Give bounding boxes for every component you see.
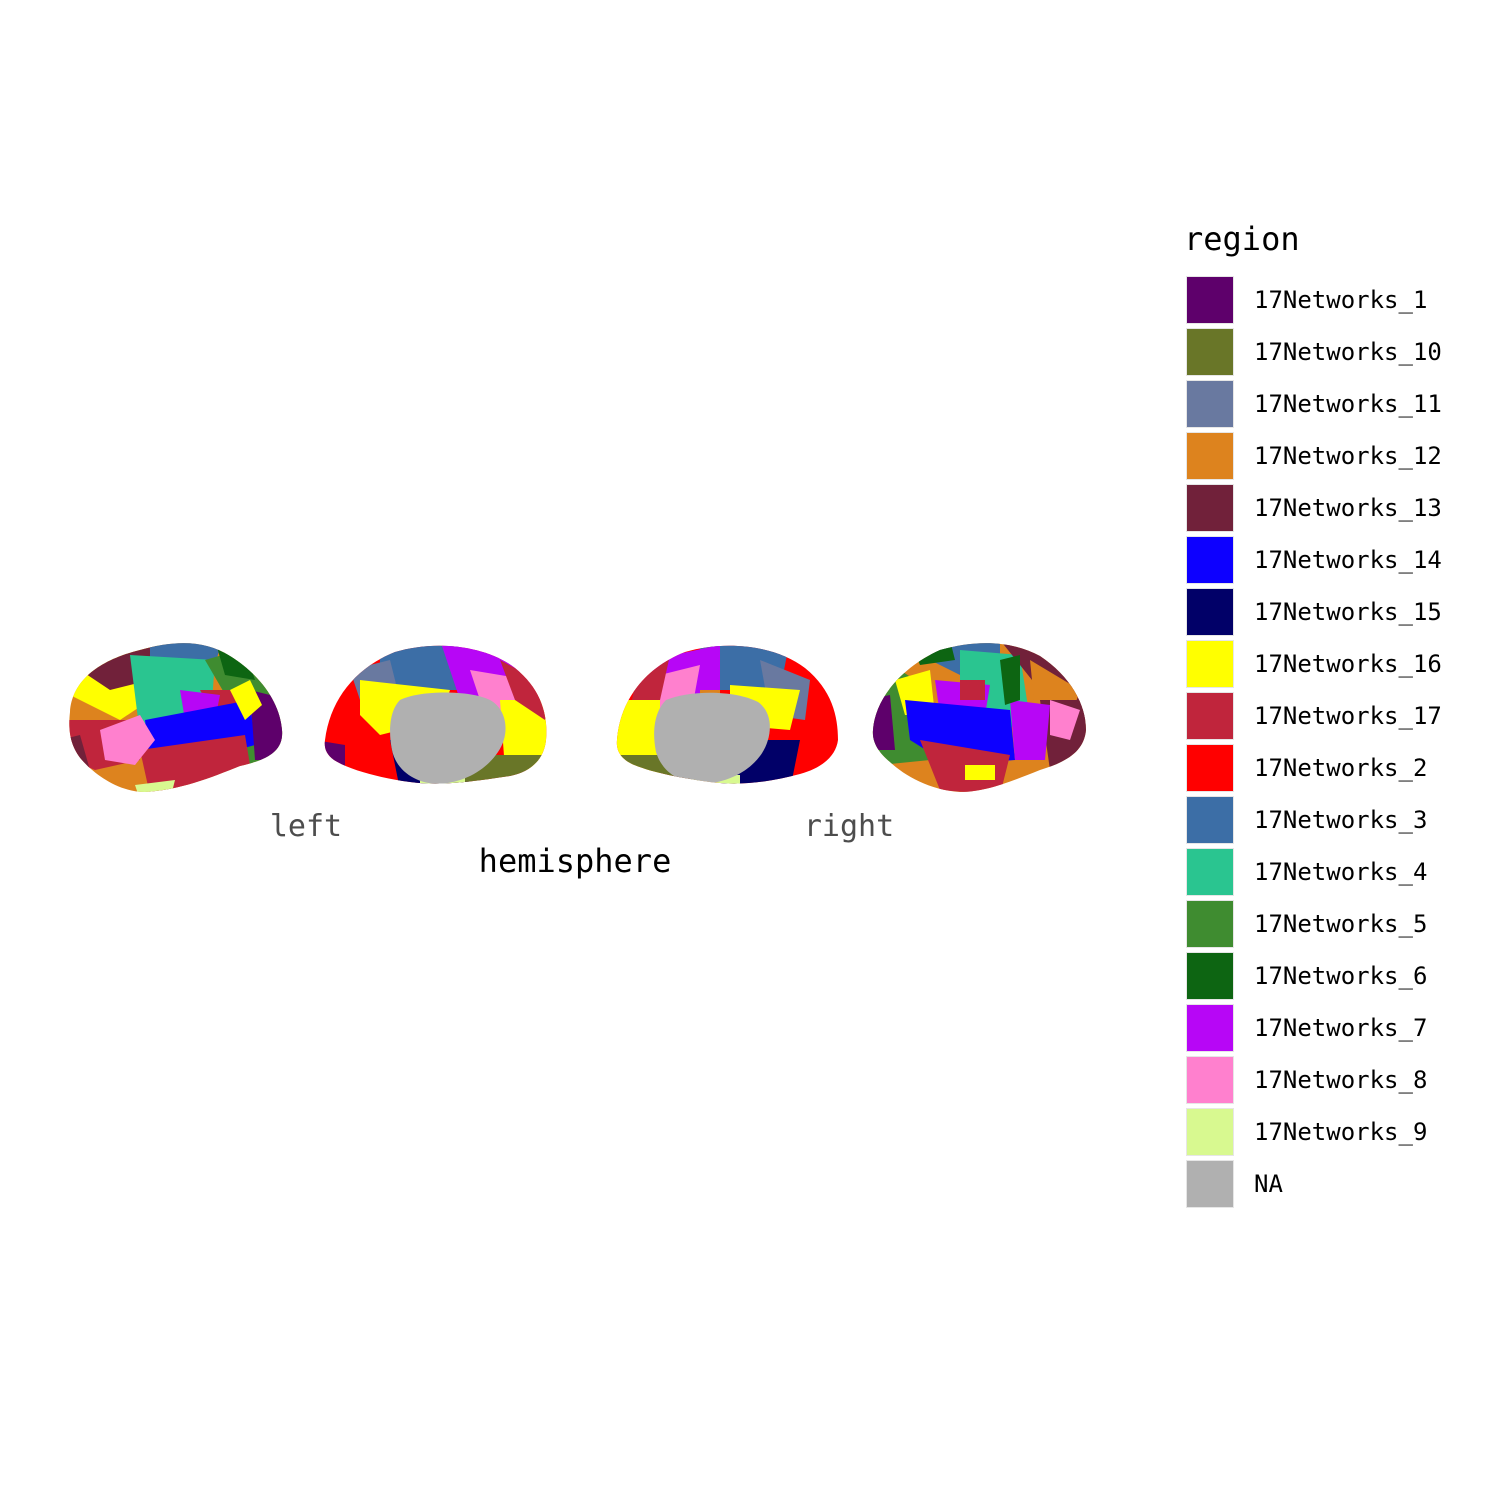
- legend-label: 17Networks_6: [1254, 962, 1428, 990]
- legend-title: region: [1184, 220, 1300, 258]
- legend-label: 17Networks_17: [1254, 702, 1442, 730]
- legend-label: 17Networks_8: [1254, 1066, 1428, 1094]
- legend-swatch: [1186, 1004, 1234, 1052]
- legend-swatch: [1186, 328, 1234, 376]
- legend-label: 17Networks_14: [1254, 546, 1442, 574]
- right-hemisphere-label: right: [804, 809, 894, 844]
- right-lateral-surface: [872, 643, 1086, 792]
- legend-item: 17Networks_6: [1184, 950, 1442, 1002]
- legend-label: 17Networks_5: [1254, 910, 1428, 938]
- legend-swatch: [1186, 1056, 1234, 1104]
- legend-swatch: [1186, 484, 1234, 532]
- legend-label: 17Networks_13: [1254, 494, 1442, 522]
- legend-item: 17Networks_1: [1184, 274, 1442, 326]
- legend-swatch: [1186, 900, 1234, 948]
- legend-item: 17Networks_5: [1184, 898, 1442, 950]
- legend-swatch: [1186, 380, 1234, 428]
- legend-label: 17Networks_4: [1254, 858, 1428, 886]
- legend-item: 17Networks_16: [1184, 638, 1442, 690]
- left-hemisphere-label: left: [270, 809, 342, 844]
- region-legend: region 17Networks_1 17Networks_10 17Networ…: [1184, 222, 1442, 1210]
- hemisphere-axis-title: hemisphere: [479, 842, 672, 880]
- legend-swatch: [1186, 692, 1234, 740]
- legend-swatch: [1186, 796, 1234, 844]
- legend-label: 17Networks_3: [1254, 806, 1428, 834]
- legend-swatch: [1186, 848, 1234, 896]
- legend-label: 17Networks_10: [1254, 338, 1442, 366]
- legend-item: 17Networks_11: [1184, 378, 1442, 430]
- legend-item: 17Networks_12: [1184, 430, 1442, 482]
- legend-swatch: [1186, 432, 1234, 480]
- legend-swatch: [1186, 1108, 1234, 1156]
- legend-label: 17Networks_15: [1254, 598, 1442, 626]
- legend-swatch: [1186, 952, 1234, 1000]
- legend-swatch: [1186, 588, 1234, 636]
- legend-item: 17Networks_13: [1184, 482, 1442, 534]
- legend-item: 17Networks_9: [1184, 1106, 1442, 1158]
- legend-label: 17Networks_2: [1254, 754, 1428, 782]
- right-medial-surface: [616, 645, 838, 784]
- legend-item: 17Networks_7: [1184, 1002, 1442, 1054]
- legend-swatch: [1186, 276, 1234, 324]
- legend-swatch: [1186, 536, 1234, 584]
- legend-item: 17Networks_8: [1184, 1054, 1442, 1106]
- legend-swatch: [1186, 640, 1234, 688]
- legend-label: 17Networks_9: [1254, 1118, 1428, 1146]
- legend-label: 17Networks_11: [1254, 390, 1442, 418]
- left-lateral-surface: [69, 643, 283, 792]
- legend-swatch: [1186, 1160, 1234, 1208]
- legend-item: 17Networks_3: [1184, 794, 1442, 846]
- legend-label: 17Networks_1: [1254, 286, 1428, 314]
- legend-item: 17Networks_17: [1184, 690, 1442, 742]
- legend-item: NA: [1184, 1158, 1442, 1210]
- legend-item: 17Networks_2: [1184, 742, 1442, 794]
- legend-item: 17Networks_15: [1184, 586, 1442, 638]
- legend-item: 17Networks_14: [1184, 534, 1442, 586]
- left-medial-surface: [324, 645, 547, 784]
- legend-label: NA: [1254, 1170, 1283, 1198]
- legend-item: 17Networks_4: [1184, 846, 1442, 898]
- legend-label: 17Networks_7: [1254, 1014, 1428, 1042]
- legend-items: 17Networks_1 17Networks_10 17Networks_11 17…: [1184, 274, 1442, 1210]
- legend-swatch: [1186, 744, 1234, 792]
- legend-label: 17Networks_12: [1254, 442, 1442, 470]
- legend-label: 17Networks_16: [1254, 650, 1442, 678]
- legend-item: 17Networks_10: [1184, 326, 1442, 378]
